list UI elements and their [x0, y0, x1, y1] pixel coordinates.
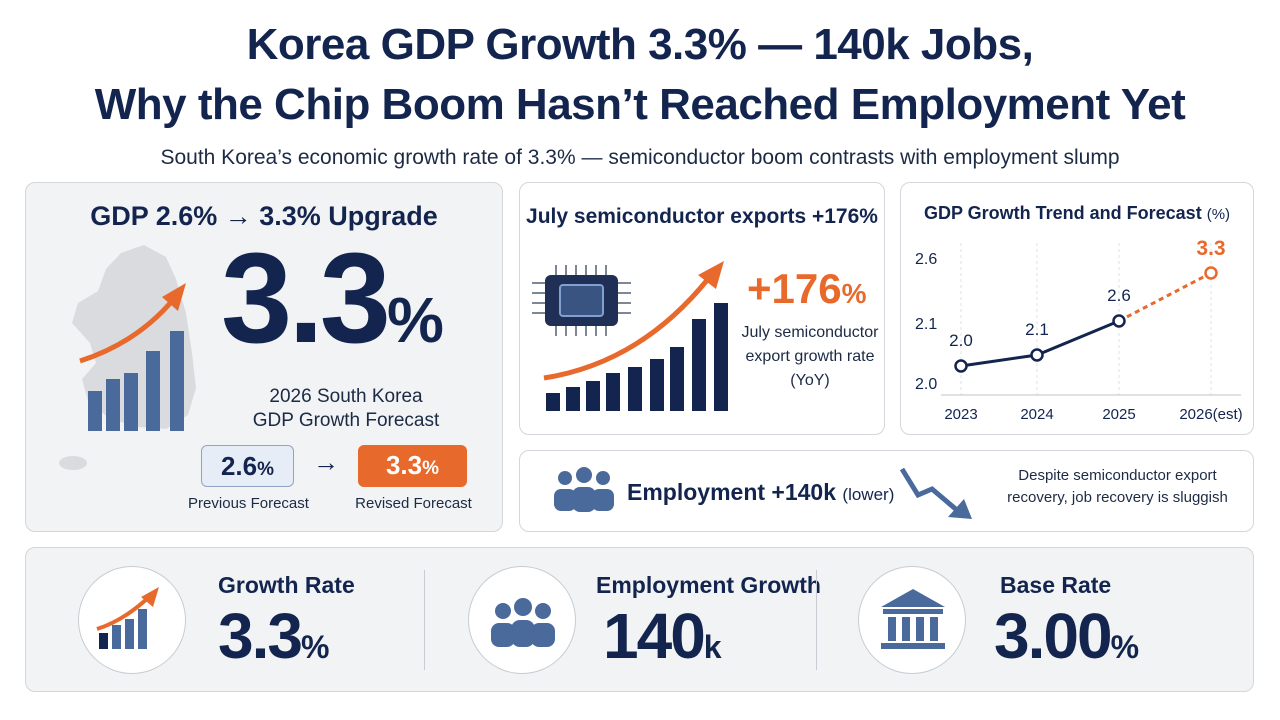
semiconductor-exports-panel: July semiconductor exports +176% +176% J…	[519, 182, 885, 435]
key-stats-panel: Growth Rate 3.3% Employment Growth 140k …	[25, 547, 1254, 692]
data-point	[1030, 348, 1044, 362]
chip-icon	[532, 265, 631, 336]
gdp-line-chart: 2.6 2.1 2.0 2023 2024 2025 2026(est) 2.0 2.1 2.6 3…	[915, 237, 1243, 423]
headline-line1: Korea GDP Growth 3.3% — 140k Jobs,	[246, 20, 1034, 69]
data-label: 2.6	[1107, 286, 1131, 305]
headline-line2: Why the Chip Boom Hasn’t Reached Employm…	[94, 80, 1186, 129]
data-label: 2.0	[949, 331, 973, 350]
stat-growth-rate-value: 3.3%	[218, 600, 330, 672]
growth-chart-icon	[78, 566, 186, 674]
data-point	[954, 359, 968, 373]
employment-label: Employment +140k (lower)	[627, 479, 895, 505]
bank-icon	[858, 566, 966, 674]
stat-employment-growth-value: 140k	[603, 600, 722, 672]
semiconductor-exports-value: +176%	[747, 265, 867, 312]
gdp-upgrade-title: GDP 2.6% → 3.3% Upgrade	[90, 201, 438, 231]
chart-title: GDP Growth Trend and Forecast (%)	[923, 203, 1231, 223]
people-icon	[554, 467, 614, 512]
people-icon	[468, 566, 576, 674]
revised-forecast-label: Revised Forecast	[355, 495, 472, 512]
exports-growth-bars-icon	[546, 303, 728, 411]
gdp-trend-chart-panel: GDP Growth Trend and Forecast (%) 2.6 2.1…	[900, 182, 1254, 435]
subtitle: South Korea’s economic growth rate of 3.…	[160, 146, 1120, 169]
employment-panel: Employment +140k (lower) Despite semicon…	[519, 450, 1254, 532]
divider	[816, 570, 817, 670]
korea-map-icon	[59, 245, 196, 470]
x-tick-label: 2025	[1102, 406, 1135, 423]
x-tick-label: 2024	[1020, 406, 1053, 423]
y-tick-label: 2.6	[915, 251, 937, 268]
arrow-right-icon: →	[313, 447, 339, 477]
data-point	[1204, 266, 1218, 280]
gdp-upgrade-panel: GDP 2.6% → 3.3% Upgrade 3.3% 2026 South …	[25, 182, 503, 532]
data-label: 3.3	[1196, 237, 1225, 260]
semiconductor-exports-title: July semiconductor exports +176%	[526, 205, 878, 228]
y-tick-label: 2.0	[915, 376, 937, 393]
data-point	[1112, 314, 1126, 328]
employment-note: Despite semiconductor export recovery, jo…	[1007, 467, 1228, 506]
previous-forecast-badge: 2.6%	[201, 445, 294, 487]
stat-employment-growth-label: Employment Growth	[596, 572, 821, 598]
stat-base-rate-label: Base Rate	[1000, 572, 1112, 598]
y-tick-label: 2.1	[915, 316, 937, 333]
growth-bars-icon	[88, 331, 184, 431]
stat-growth-rate-label: Growth Rate	[218, 572, 355, 598]
gdp-forecast-caption: 2026 South Korea GDP Growth Forecast	[252, 386, 440, 431]
x-tick-label: 2023	[944, 406, 977, 423]
semiconductor-exports-caption: July semiconductor export growth rate (YoY…	[741, 324, 879, 389]
divider	[424, 570, 425, 670]
gdp-forecast-value: 3.3%	[221, 227, 444, 370]
forecast-line	[1118, 271, 1212, 323]
x-tick-label: 2026(est)	[1179, 406, 1242, 423]
stat-base-rate-value: 3.00%	[994, 600, 1140, 672]
data-label: 2.1	[1025, 320, 1049, 339]
trend-arrow-icon	[79, 299, 174, 364]
revised-forecast-badge: 3.3%	[358, 445, 467, 487]
previous-forecast-label: Previous Forecast	[188, 495, 309, 512]
trend-down-arrow-icon	[899, 467, 972, 519]
